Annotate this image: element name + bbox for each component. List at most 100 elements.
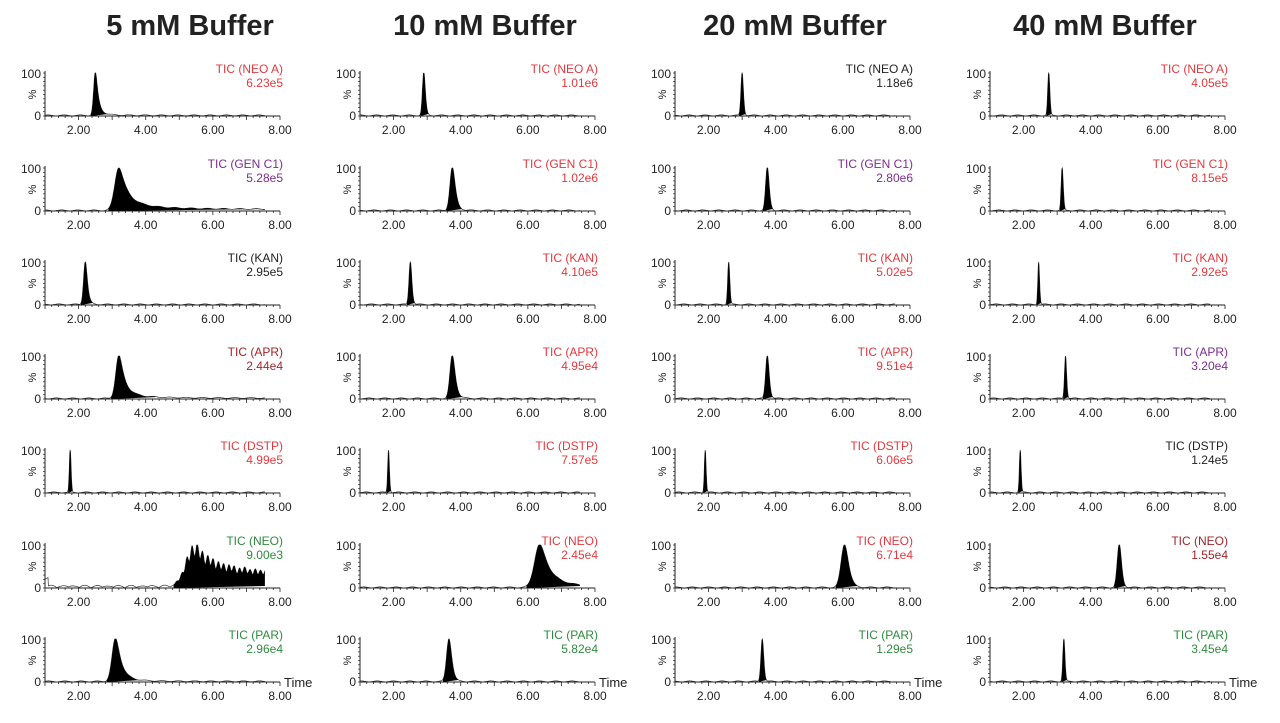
integrated-peak [90,73,109,116]
trace-label: TIC (DSTP) [1165,439,1228,453]
x-tick-label: 4.00 [764,123,788,137]
x-tick-label: 8.00 [268,312,292,326]
x-tick-label: 6.00 [831,312,855,326]
y-axis-label: % [27,372,39,382]
trace-intensity: 5.28e5 [246,171,283,185]
x-tick-label: 4.00 [1079,218,1103,232]
trace-intensity: 1.29e5 [876,642,913,656]
x-tick-label: 2.00 [382,689,406,703]
x-tick-label: 6.00 [831,123,855,137]
x-tick-label: 2.00 [697,689,721,703]
x-tick-label: 4.00 [449,595,473,609]
y-tick-label-100: 100 [336,67,356,81]
trace-label: TIC (APR) [1173,345,1228,359]
x-tick-label: 8.00 [1213,595,1237,609]
x-tick-label: 8.00 [898,406,922,420]
trace-intensity: 4.10e5 [561,265,598,279]
chromatogram-trace [45,449,265,494]
integrated-peak [1061,639,1067,682]
y-tick-label-100: 100 [966,256,986,270]
x-tick-label: 6.00 [831,500,855,514]
y-tick-label-0: 0 [664,298,671,312]
column-title-40mm: 40 mM Buffer [1013,10,1197,42]
y-tick-label-100: 100 [966,67,986,81]
integrated-peak [835,545,858,588]
y-tick-label-0: 0 [979,392,986,406]
chromatogram-trace [675,637,896,683]
y-tick-label-0: 0 [349,581,356,595]
x-tick-label: 8.00 [898,500,922,514]
integrated-peak [442,639,459,682]
x-tick-label: 4.00 [1079,406,1103,420]
chromatogram-trace [360,167,581,212]
x-tick-label: 2.00 [697,595,721,609]
x-tick-label: 2.00 [1012,406,1036,420]
y-axis-label: % [27,184,39,194]
trace-label: TIC (NEO) [541,534,598,548]
trace-intensity: 7.57e5 [561,453,598,467]
x-tick-label: 2.00 [382,595,406,609]
trace-label: TIC (NEO A) [216,62,283,76]
x-axis-label: Time [1229,675,1257,690]
x-tick-label: 4.00 [1079,123,1103,137]
column-title-20mm: 20 mM Buffer [703,10,887,42]
trace-label: TIC (NEO) [226,534,283,548]
chromatogram-trace [990,166,1210,212]
y-tick-label-0: 0 [34,486,41,500]
y-tick-label-0: 0 [664,109,671,123]
x-tick-label: 8.00 [583,218,607,232]
x-tick-label: 6.00 [516,689,540,703]
x-tick-label: 4.00 [1079,595,1103,609]
trace-label: TIC (PAR) [229,628,283,642]
trace-intensity: 9.51e4 [876,359,913,373]
x-tick-label: 6.00 [1146,312,1170,326]
y-tick-label-100: 100 [651,539,671,553]
trace-intensity: 2.45e4 [561,548,598,562]
trace-intensity: 6.71e4 [876,548,913,562]
x-tick-label: 6.00 [516,500,540,514]
x-tick-label: 6.00 [201,123,225,137]
y-tick-label-100: 100 [651,633,671,647]
y-tick-label-0: 0 [349,298,356,312]
chromatogram-trace [674,355,895,400]
x-tick-label: 2.00 [1012,595,1036,609]
x-tick-label: 4.00 [134,406,158,420]
y-tick-label-0: 0 [664,486,671,500]
y-tick-label-0: 0 [664,581,671,595]
x-tick-label: 2.00 [67,123,91,137]
x-tick-label: 2.00 [67,406,91,420]
trace-intensity: 2.80e6 [876,171,913,185]
x-tick-label: 8.00 [1213,406,1237,420]
x-tick-label: 2.00 [1012,500,1036,514]
integrated-peak [1046,73,1052,116]
chromatogram-trace [359,449,580,494]
trace-intensity: 1.55e4 [1191,548,1228,562]
y-axis-label: % [342,655,354,665]
x-tick-label: 8.00 [898,218,922,232]
x-tick-label: 4.00 [1079,500,1103,514]
x-tick-label: 2.00 [697,500,721,514]
trace-label: TIC (KAN) [543,251,598,265]
y-tick-label-0: 0 [349,675,356,689]
y-axis-label: % [972,278,984,288]
x-tick-label: 8.00 [1213,123,1237,137]
x-tick-label: 8.00 [898,312,922,326]
chromatogram-trace [675,261,895,306]
x-tick-label: 4.00 [134,595,158,609]
integrated-peak [173,545,265,588]
x-tick-label: 8.00 [898,689,922,703]
y-axis-label: % [972,466,984,476]
x-tick-label: 2.00 [697,312,721,326]
integrated-peak [726,262,732,305]
y-tick-label-0: 0 [34,675,41,689]
trace-intensity: 8.15e5 [1191,171,1228,185]
x-tick-label: 8.00 [268,406,292,420]
x-tick-label: 8.00 [583,406,607,420]
y-tick-label-0: 0 [349,486,356,500]
chromatogram-trace [674,544,895,589]
x-tick-label: 4.00 [764,312,788,326]
x-tick-label: 8.00 [583,312,607,326]
y-tick-label-100: 100 [336,162,356,176]
y-axis-label: % [27,655,39,665]
trace-intensity: 1.01e6 [561,76,598,90]
